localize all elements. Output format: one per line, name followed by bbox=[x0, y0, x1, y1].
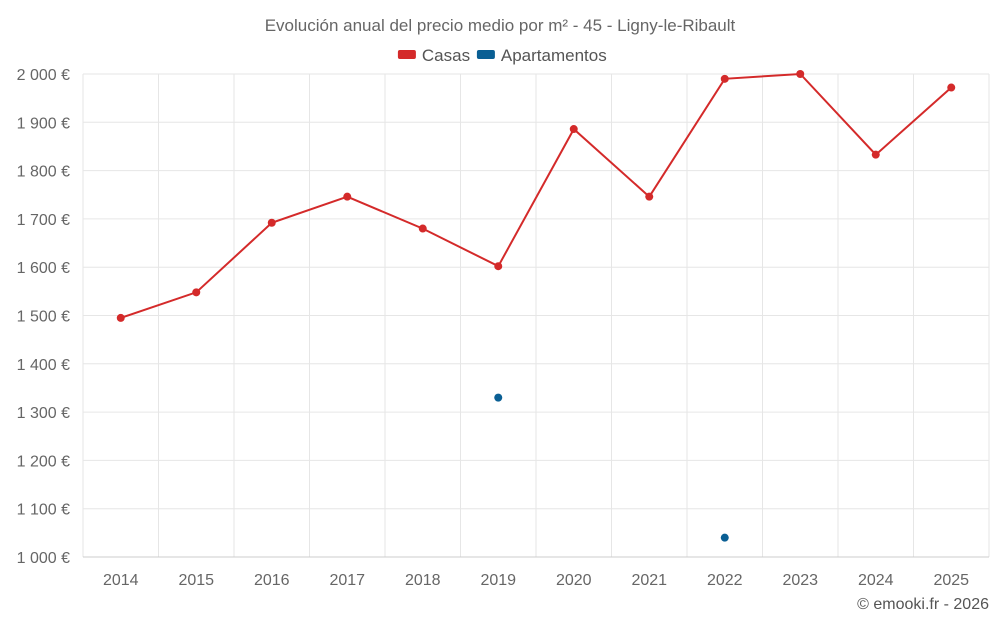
legend-swatch bbox=[476, 50, 495, 59]
y-tick-label: 1 900 € bbox=[17, 115, 70, 132]
data-point[interactable] bbox=[343, 192, 352, 201]
data-point[interactable] bbox=[947, 83, 956, 92]
data-point[interactable] bbox=[720, 74, 729, 83]
data-point[interactable] bbox=[192, 288, 201, 297]
x-tick-label: 2022 bbox=[707, 572, 743, 589]
chart-title: Evolución anual del precio medio por m² … bbox=[265, 16, 736, 35]
series-line bbox=[120, 72, 952, 319]
data-point[interactable] bbox=[267, 218, 276, 227]
series-apartamentos bbox=[494, 393, 729, 542]
x-axis: 2014 2015 2016 2017 2018 2019 2020 2021 2022 2023… bbox=[83, 556, 989, 589]
x-tick-label: 2020 bbox=[556, 572, 592, 589]
y-tick-label: 1 200 € bbox=[17, 453, 70, 470]
y-tick-label: 1 400 € bbox=[17, 357, 70, 374]
y-tick-label: 2 000 € bbox=[17, 67, 70, 84]
data-point[interactable] bbox=[569, 125, 578, 134]
y-tick-label: 1 800 € bbox=[17, 164, 70, 181]
series-casas bbox=[116, 70, 956, 322]
x-tick-label: 2016 bbox=[254, 572, 290, 589]
x-tick-label: 2024 bbox=[858, 572, 894, 589]
x-tick-label: 2023 bbox=[782, 572, 818, 589]
data-point[interactable] bbox=[796, 70, 805, 78]
y-tick-label: 1 000 € bbox=[17, 550, 70, 567]
data-point[interactable] bbox=[116, 313, 125, 322]
x-tick-label: 2018 bbox=[405, 572, 441, 589]
legend-item-apartamentos[interactable]: Apartamentos bbox=[476, 46, 607, 65]
x-tick-label: 2021 bbox=[631, 572, 667, 589]
x-tick-label: 2014 bbox=[103, 572, 139, 589]
y-tick-label: 1 300 € bbox=[17, 405, 70, 422]
y-tick-label: 1 600 € bbox=[17, 260, 70, 277]
data-point[interactable] bbox=[418, 224, 427, 233]
y-tick-label: 1 700 € bbox=[17, 212, 70, 229]
data-point[interactable] bbox=[494, 393, 503, 402]
data-point[interactable] bbox=[494, 262, 503, 271]
grid bbox=[82, 73, 990, 557]
data-point[interactable] bbox=[871, 150, 880, 159]
x-tick-label: 2019 bbox=[480, 572, 516, 589]
y-axis: 1 000 € 1 100 € 1 200 € 1 300 € 1 400 € 1 500… bbox=[17, 67, 70, 567]
series-layer bbox=[116, 70, 956, 542]
legend-label: Apartamentos bbox=[501, 46, 607, 65]
y-tick-label: 1 100 € bbox=[17, 502, 70, 519]
data-point[interactable] bbox=[720, 533, 729, 542]
legend-swatch bbox=[397, 50, 416, 59]
legend-label: Casas bbox=[422, 46, 470, 65]
x-tick-label: 2025 bbox=[933, 572, 969, 589]
legend: Casas Apartamentos bbox=[397, 46, 607, 65]
x-tick-label: 2015 bbox=[178, 572, 214, 589]
credit-text: © emooki.fr - 2026 bbox=[857, 596, 989, 613]
data-point[interactable] bbox=[645, 192, 654, 201]
y-tick-label: 1 500 € bbox=[17, 309, 70, 326]
legend-item-casas[interactable]: Casas bbox=[397, 46, 470, 65]
x-tick-label: 2017 bbox=[329, 572, 365, 589]
